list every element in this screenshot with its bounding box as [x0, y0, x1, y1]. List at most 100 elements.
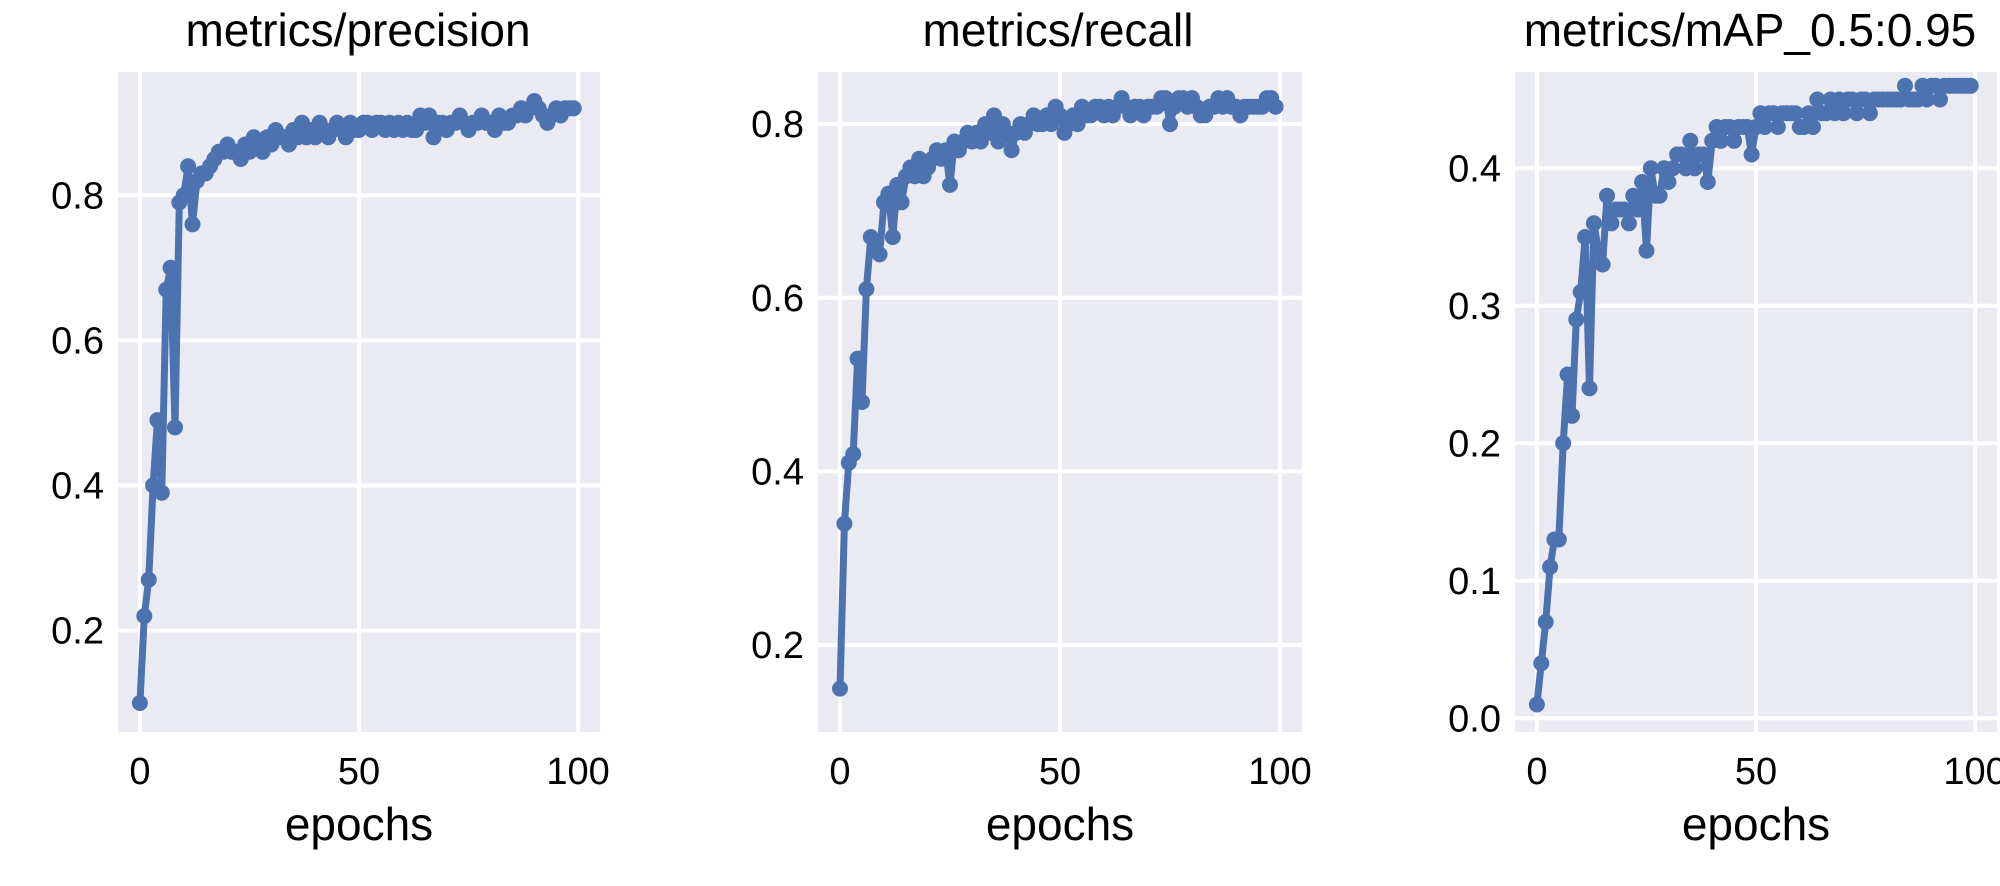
- data-point: [1599, 187, 1615, 204]
- data-point: [1638, 242, 1655, 259]
- x-tick-label: 100: [1248, 751, 1311, 793]
- x-axis-label: epochs: [285, 798, 433, 850]
- data-point: [1542, 559, 1559, 575]
- y-tick-label: 0.6: [51, 320, 104, 362]
- chart-recall: metrics/recall 0 50 100 0.2 0.4 0.6 0.8 epochs: [751, 4, 1312, 850]
- y-tick-label: 0.2: [1448, 423, 1501, 465]
- data-point: [1918, 91, 1935, 108]
- data-point: [153, 484, 170, 501]
- data-point: [845, 446, 862, 463]
- y-tick-label: 0.2: [751, 625, 804, 667]
- data-point: [1528, 696, 1545, 713]
- x-tick-label: 0: [129, 751, 150, 793]
- y-tick-label: 0.8: [751, 104, 804, 146]
- data-point: [1625, 187, 1642, 204]
- data-point: [425, 129, 442, 146]
- chart-precision: metrics/precision 0 50 100 0.2 0.4 0.6 0.8 epoc…: [51, 4, 610, 850]
- data-point: [162, 259, 179, 276]
- data-point: [1962, 77, 1979, 94]
- data-point: [1726, 132, 1743, 149]
- data-point: [1769, 119, 1786, 135]
- data-point: [1861, 105, 1878, 122]
- data-point: [1550, 531, 1567, 548]
- data-point: [1699, 174, 1716, 190]
- data-point: [1590, 242, 1607, 259]
- data-point: [1932, 91, 1948, 108]
- chart-title: metrics/recall: [923, 4, 1194, 56]
- data-point: [1660, 174, 1677, 190]
- y-tick-label: 0.2: [51, 610, 104, 652]
- chart-title: metrics/mAP_0.5:0.95: [1524, 4, 1977, 56]
- data-point: [1577, 229, 1594, 245]
- chart-map: metrics/mAP_0.5:0.95 0 50 100 0.0 0.1 0.2 0.3 0…: [1448, 4, 2000, 850]
- data-point: [884, 229, 901, 245]
- data-point: [1682, 132, 1699, 149]
- data-point: [849, 350, 866, 367]
- y-tick-label: 0.8: [51, 175, 104, 217]
- x-tick-label: 100: [1943, 751, 2000, 793]
- x-axis-label: epochs: [1682, 798, 1830, 850]
- data-point: [836, 515, 853, 532]
- data-point: [1673, 146, 1690, 163]
- data-point: [832, 680, 848, 697]
- data-point: [1686, 160, 1703, 177]
- data-point: [167, 419, 183, 436]
- data-point: [1835, 105, 1852, 122]
- data-point: [1651, 187, 1668, 204]
- data-point: [180, 158, 197, 175]
- data-point: [1267, 98, 1284, 115]
- data-point: [565, 100, 582, 117]
- data-point: [1620, 215, 1637, 232]
- data-point: [1568, 311, 1585, 328]
- data-point: [1537, 614, 1554, 630]
- data-point: [1603, 215, 1620, 232]
- data-point: [871, 246, 888, 263]
- data-point: [1555, 435, 1572, 452]
- y-tick-label: 0.1: [1448, 561, 1501, 603]
- data-point: [1809, 91, 1826, 108]
- data-point: [1800, 105, 1817, 122]
- y-tick-label: 0.3: [1448, 286, 1501, 328]
- data-point: [1585, 215, 1602, 232]
- data-point: [1581, 380, 1598, 397]
- y-tick-label: 0.0: [1448, 698, 1501, 740]
- data-point: [1629, 201, 1646, 218]
- data-point: [893, 194, 910, 211]
- data-point: [1572, 284, 1589, 300]
- data-point: [1695, 146, 1712, 163]
- data-point: [1756, 119, 1773, 135]
- x-tick-label: 0: [1526, 751, 1547, 793]
- data-point: [1564, 407, 1580, 424]
- y-tick-label: 0.4: [51, 465, 104, 507]
- data-point: [854, 394, 870, 410]
- data-point: [149, 412, 166, 429]
- x-axis-label: epochs: [986, 798, 1134, 850]
- data-point: [158, 281, 175, 298]
- x-tick-label: 50: [1039, 751, 1081, 793]
- data-point: [140, 571, 157, 588]
- data-point: [1848, 105, 1865, 122]
- data-point: [1616, 201, 1633, 218]
- data-point: [1897, 77, 1913, 94]
- data-point: [1712, 132, 1729, 149]
- data-point: [1533, 655, 1550, 672]
- data-point: [1634, 174, 1651, 190]
- data-point: [1787, 105, 1804, 122]
- y-tick-label: 0.6: [751, 278, 804, 320]
- y-tick-label: 0.4: [1448, 148, 1501, 190]
- data-point: [136, 608, 153, 624]
- data-point: [1003, 142, 1020, 159]
- x-tick-label: 100: [546, 751, 609, 793]
- data-point: [1162, 116, 1178, 133]
- x-tick-label: 50: [338, 751, 380, 793]
- chart-title: metrics/precision: [185, 4, 530, 56]
- data-point: [1559, 366, 1576, 383]
- data-point: [184, 216, 201, 233]
- y-tick-label: 0.4: [751, 451, 804, 493]
- data-point: [1805, 119, 1821, 135]
- data-point: [942, 176, 958, 193]
- x-tick-label: 50: [1735, 751, 1777, 793]
- data-point: [858, 281, 875, 298]
- data-point: [131, 695, 148, 711]
